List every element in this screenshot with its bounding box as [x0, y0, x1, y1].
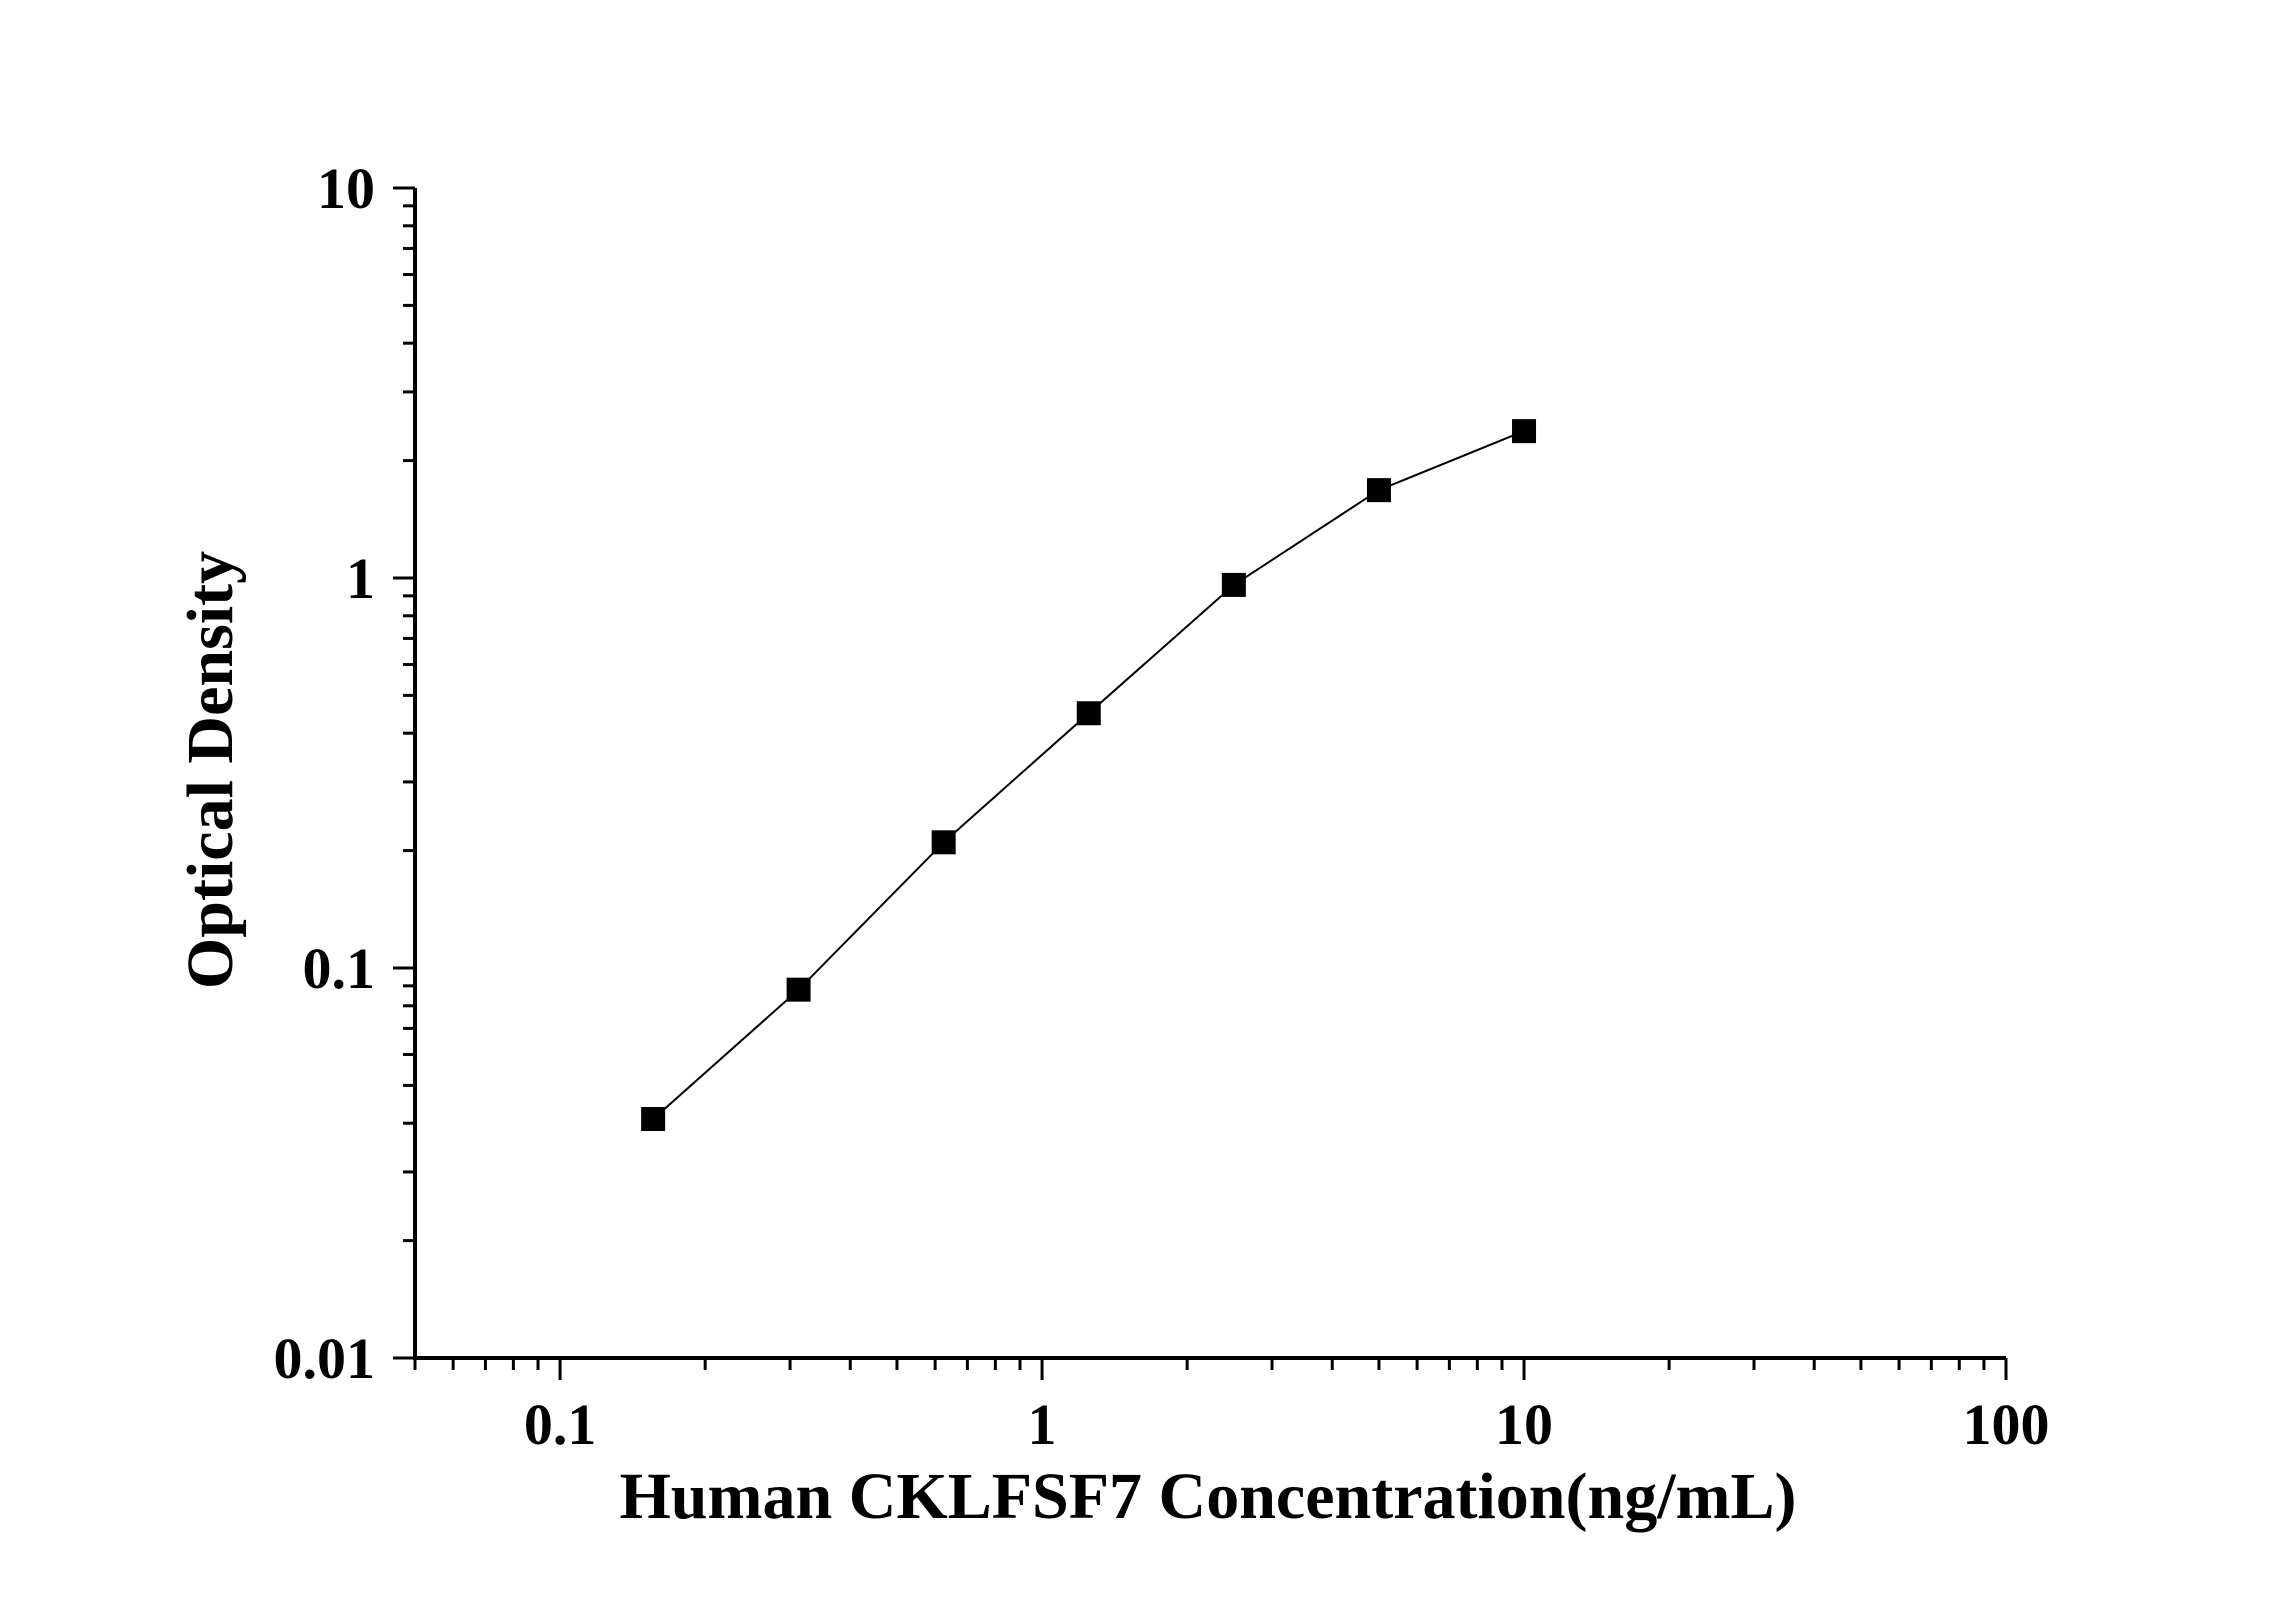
data-point	[1366, 478, 1391, 503]
x-tick-label: 10	[1495, 1392, 1553, 1457]
data-point	[1076, 701, 1101, 726]
y-tick-label: 10	[317, 156, 375, 221]
y-axis-title: Optical Density	[174, 551, 247, 989]
x-axis-title: Human CKLFSF7 Concentration(ng/mL)	[619, 1460, 1796, 1533]
data-point	[641, 1107, 666, 1132]
data-point	[786, 977, 811, 1002]
series-line	[652, 430, 1525, 1120]
y-tick-label: 0.01	[274, 1326, 376, 1391]
data-point	[1512, 419, 1537, 444]
x-axis-ticks: 0.1 1 10 100	[413, 1358, 2050, 1457]
y-tick-label: 0.1	[303, 936, 376, 1001]
x-tick-label: 1	[1028, 1392, 1057, 1457]
data-point	[931, 830, 956, 855]
y-tick-label: 1	[346, 546, 375, 611]
series	[641, 419, 1537, 1132]
axes	[413, 188, 2006, 1360]
x-tick-label: 0.1	[524, 1392, 597, 1457]
x-tick-label: 100	[1963, 1392, 2050, 1457]
y-axis-ticks: 0.01 0.1 1 10	[274, 156, 415, 1391]
data-point	[1221, 572, 1246, 597]
